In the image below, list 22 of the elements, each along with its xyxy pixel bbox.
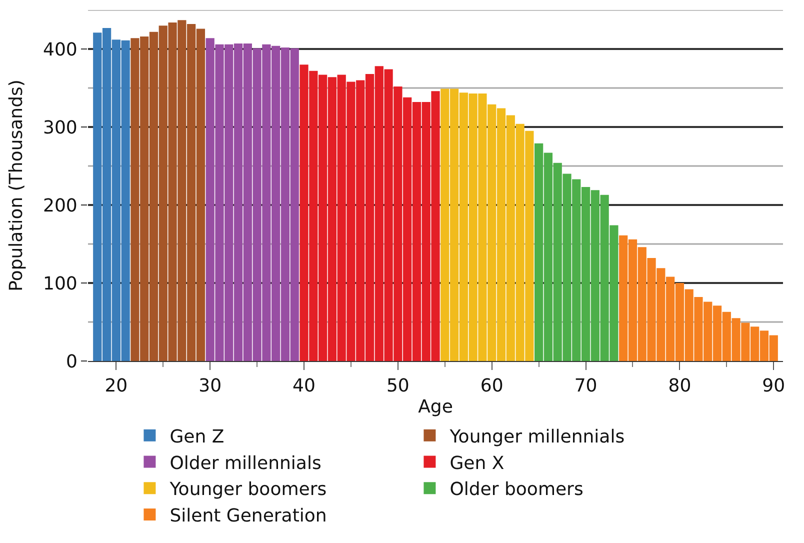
legend-label: Gen X — [450, 452, 504, 474]
legend-label: Older millennials — [170, 452, 322, 474]
y-tick-label: 400 — [43, 39, 78, 60]
legend-label: Gen Z — [170, 426, 224, 448]
x-tick-label: 60 — [480, 376, 504, 397]
x-axis-title: Age — [418, 396, 453, 418]
legend-label: Younger millennials — [448, 426, 625, 448]
x-tick-label: 70 — [574, 376, 598, 397]
x-tick-label: 80 — [668, 376, 692, 397]
y-axis-title: Population (Thousands) — [6, 80, 28, 292]
x-tick-label: 40 — [292, 376, 316, 397]
x-tick-label: 90 — [762, 376, 786, 397]
y-tick-label: 300 — [43, 117, 78, 138]
legend-label: Silent Generation — [170, 506, 327, 527]
y-tick-label: 0 — [66, 351, 78, 372]
legend-label: Older boomers — [450, 479, 584, 500]
legend-label: Younger boomers — [168, 479, 327, 500]
x-tick-label: 20 — [104, 376, 128, 397]
x-tick-label: 50 — [386, 376, 410, 397]
y-tick-label: 200 — [43, 195, 78, 216]
y-tick-label: 100 — [43, 273, 78, 294]
x-tick-label: 30 — [198, 376, 222, 397]
